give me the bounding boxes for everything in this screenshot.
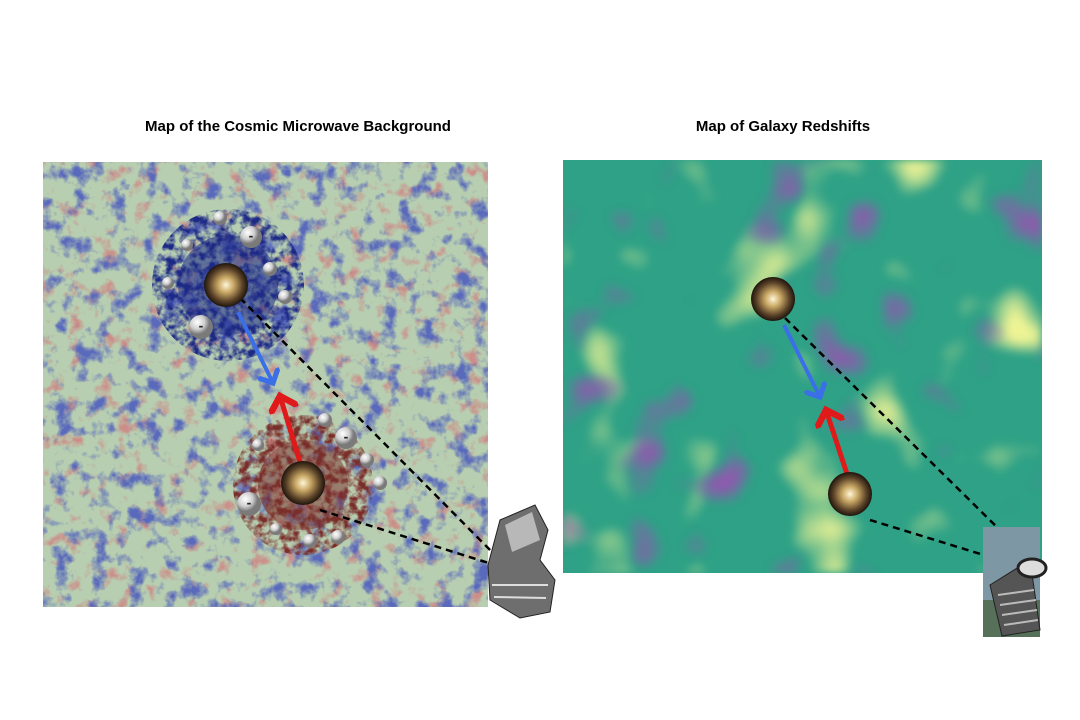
redshift-map <box>563 160 1042 573</box>
electron <box>162 277 174 289</box>
sight-line <box>319 508 496 567</box>
telescope-aperture <box>1016 557 1048 579</box>
electron <box>213 211 227 225</box>
electron <box>240 226 262 248</box>
sight-line <box>784 317 1011 541</box>
satellite-detail <box>492 584 548 599</box>
electron <box>318 413 332 427</box>
electron <box>360 453 374 467</box>
electrons: - - - - <box>162 211 387 548</box>
electron <box>263 262 277 276</box>
electron-sign: - <box>199 318 204 334</box>
electron-sign: - <box>247 495 252 511</box>
electron <box>331 530 345 544</box>
panel-title: Map of Galaxy Redshifts <box>696 118 870 135</box>
telescope-detail <box>997 589 1039 626</box>
cmb-map <box>43 162 488 607</box>
electron <box>189 315 213 339</box>
sight-line <box>869 518 1001 562</box>
blue-arrow <box>236 311 273 383</box>
electron <box>270 523 282 535</box>
electron <box>278 290 292 304</box>
red-arrow <box>280 396 303 463</box>
electron <box>252 439 264 451</box>
satellite-icon <box>487 504 556 619</box>
electron <box>181 239 193 251</box>
electron <box>335 427 357 449</box>
electron-sign: - <box>249 228 254 244</box>
galaxy <box>751 277 795 321</box>
galaxy <box>828 472 872 516</box>
electron-sign: - <box>344 429 349 445</box>
satellite-body <box>487 504 556 619</box>
sight-lines <box>239 297 1011 567</box>
electron <box>373 476 387 490</box>
electron <box>303 534 317 548</box>
panel-title: Map of the Cosmic Microwave Background <box>145 118 451 135</box>
sight-line <box>239 297 501 561</box>
satellite-panel <box>505 512 540 552</box>
galaxy <box>281 461 325 505</box>
blue-arrow <box>782 324 820 397</box>
red-arrow <box>826 410 851 478</box>
map-low <box>563 160 1042 573</box>
telescope-icon <box>983 527 1048 637</box>
electron <box>237 492 261 516</box>
galaxy <box>204 263 248 307</box>
